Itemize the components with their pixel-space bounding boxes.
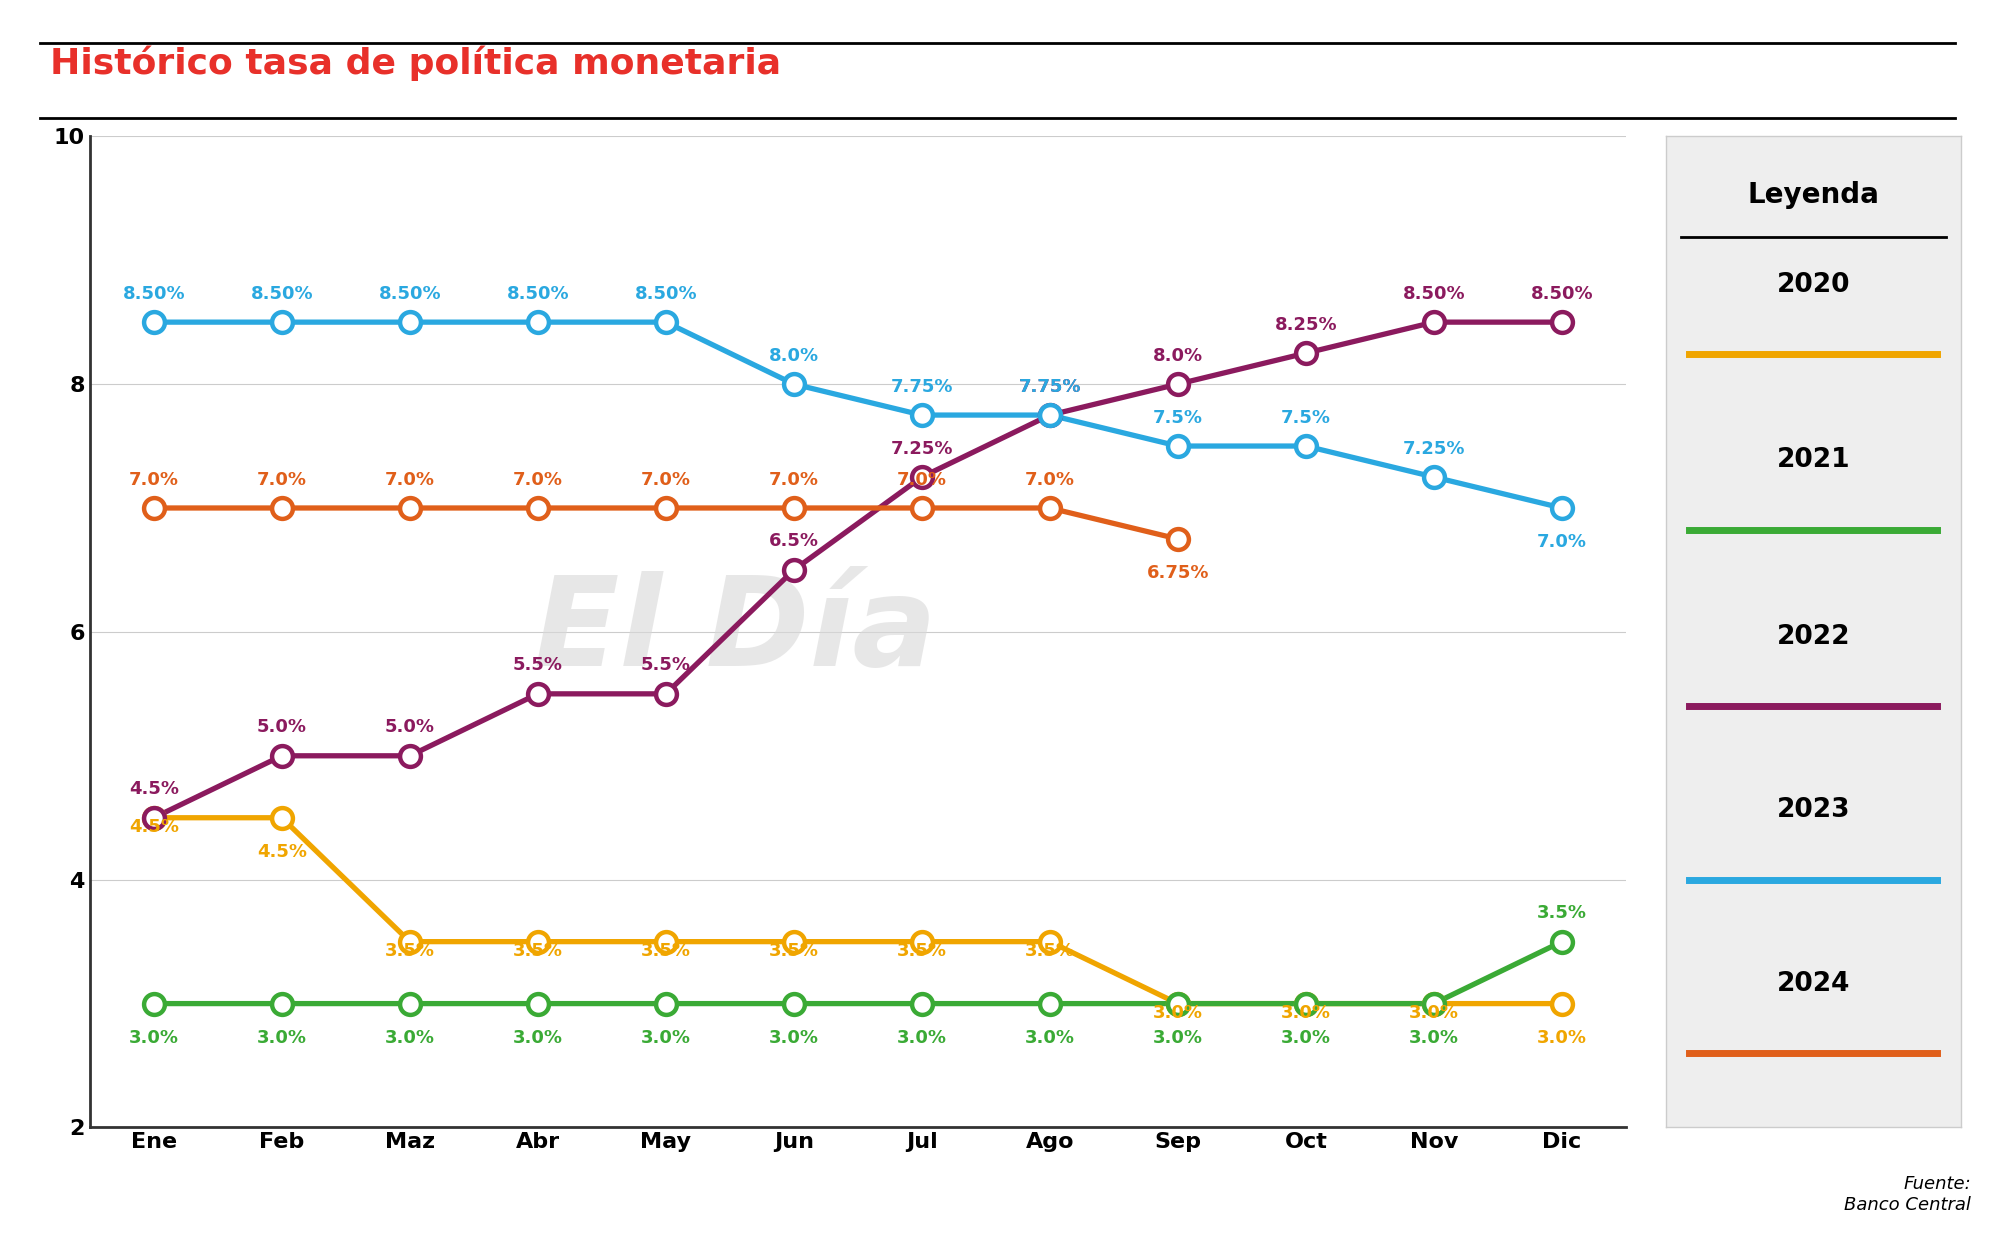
Text: 3.0%: 3.0%: [1281, 1028, 1331, 1047]
Text: 8.25%: 8.25%: [1275, 316, 1337, 333]
Text: 7.0%: 7.0%: [1536, 533, 1586, 551]
Text: El Día: El Día: [533, 571, 936, 693]
Text: 3.5%: 3.5%: [385, 942, 435, 960]
Text: 2022: 2022: [1778, 624, 1849, 649]
Text: 3.0%: 3.0%: [513, 1028, 563, 1047]
Text: 7.75%: 7.75%: [1019, 378, 1081, 395]
Text: 8.0%: 8.0%: [1153, 347, 1203, 364]
Text: 3.0%: 3.0%: [1153, 1028, 1203, 1047]
Text: 3.0%: 3.0%: [1408, 1028, 1458, 1047]
Text: 8.50%: 8.50%: [122, 285, 186, 302]
Text: 8.50%: 8.50%: [1402, 285, 1464, 302]
Text: 5.5%: 5.5%: [513, 657, 563, 674]
Text: 3.5%: 3.5%: [513, 942, 563, 960]
Text: 3.0%: 3.0%: [130, 1028, 180, 1047]
Text: 3.0%: 3.0%: [257, 1028, 307, 1047]
Text: 7.0%: 7.0%: [130, 471, 180, 488]
Text: 7.25%: 7.25%: [890, 440, 954, 457]
Text: Leyenda: Leyenda: [1748, 181, 1879, 209]
Text: 3.0%: 3.0%: [1025, 1028, 1075, 1047]
Text: 3.0%: 3.0%: [1408, 1004, 1458, 1022]
Text: 5.0%: 5.0%: [257, 719, 307, 736]
Text: 4.5%: 4.5%: [257, 843, 307, 861]
Text: 2023: 2023: [1778, 798, 1849, 823]
Text: 8.50%: 8.50%: [251, 285, 313, 302]
Text: 7.5%: 7.5%: [1281, 409, 1331, 426]
Text: 7.0%: 7.0%: [768, 471, 818, 488]
Text: 8.50%: 8.50%: [379, 285, 441, 302]
Text: 3.5%: 3.5%: [640, 942, 690, 960]
Text: 4.5%: 4.5%: [130, 818, 180, 836]
Text: 7.0%: 7.0%: [1025, 471, 1075, 488]
Text: 3.5%: 3.5%: [1536, 904, 1586, 922]
Text: 3.0%: 3.0%: [898, 1028, 948, 1047]
Text: 7.5%: 7.5%: [1153, 409, 1203, 426]
Text: Fuente:
Banco Central: Fuente: Banco Central: [1843, 1176, 1971, 1214]
Text: 2021: 2021: [1778, 447, 1849, 473]
Text: 3.0%: 3.0%: [640, 1028, 690, 1047]
Text: 7.0%: 7.0%: [257, 471, 307, 488]
Text: 4.5%: 4.5%: [130, 781, 180, 798]
Text: 2024: 2024: [1778, 971, 1849, 996]
Text: 3.5%: 3.5%: [898, 942, 948, 960]
Text: 7.75%: 7.75%: [890, 378, 954, 395]
Text: 7.0%: 7.0%: [513, 471, 563, 488]
Text: 8.50%: 8.50%: [1530, 285, 1594, 302]
Text: 3.0%: 3.0%: [385, 1028, 435, 1047]
Text: 3.0%: 3.0%: [1153, 1004, 1203, 1022]
Text: 8.50%: 8.50%: [634, 285, 696, 302]
Text: 5.5%: 5.5%: [640, 657, 690, 674]
Text: 3.0%: 3.0%: [1536, 1028, 1586, 1047]
Text: 3.0%: 3.0%: [768, 1028, 818, 1047]
Text: 6.75%: 6.75%: [1147, 564, 1209, 582]
Text: 5.0%: 5.0%: [385, 719, 435, 736]
Text: 8.50%: 8.50%: [507, 285, 569, 302]
Text: Histórico tasa de política monetaria: Histórico tasa de política monetaria: [50, 45, 780, 81]
Text: 3.5%: 3.5%: [768, 942, 818, 960]
Text: 7.0%: 7.0%: [385, 471, 435, 488]
Text: 7.25%: 7.25%: [1402, 440, 1464, 457]
Text: 3.5%: 3.5%: [1025, 942, 1075, 960]
Text: 7.0%: 7.0%: [898, 471, 948, 488]
Text: 3.0%: 3.0%: [1281, 1004, 1331, 1022]
Text: 2020: 2020: [1778, 273, 1849, 297]
Text: 6.5%: 6.5%: [768, 533, 818, 550]
Text: 7.0%: 7.0%: [640, 471, 690, 488]
Text: 8.0%: 8.0%: [768, 347, 818, 364]
Text: 7.75%: 7.75%: [1019, 378, 1081, 395]
